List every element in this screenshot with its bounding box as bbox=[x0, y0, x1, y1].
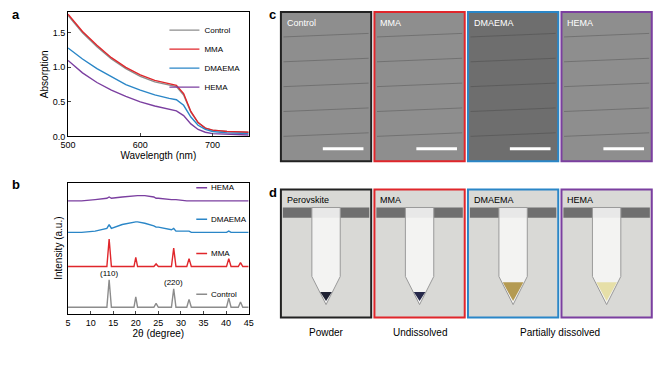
svg-text:1.0: 1.0 bbox=[53, 62, 66, 72]
svg-text:DMAEMA: DMAEMA bbox=[474, 18, 514, 28]
svg-text:HEMA: HEMA bbox=[204, 83, 228, 92]
svg-text:2θ (degree): 2θ (degree) bbox=[132, 328, 184, 339]
svg-text:d: d bbox=[269, 185, 277, 200]
svg-text:Control: Control bbox=[204, 26, 230, 35]
svg-text:35: 35 bbox=[198, 318, 208, 328]
svg-text:DMAEMA: DMAEMA bbox=[474, 195, 514, 205]
svg-text:700: 700 bbox=[205, 140, 220, 150]
svg-text:15: 15 bbox=[108, 318, 118, 328]
svg-text:Powder: Powder bbox=[309, 327, 344, 338]
svg-text:(220): (220) bbox=[164, 278, 183, 287]
svg-text:500: 500 bbox=[61, 140, 76, 150]
svg-text:5: 5 bbox=[66, 318, 71, 328]
svg-text:DMAEMA: DMAEMA bbox=[211, 215, 247, 224]
svg-text:b: b bbox=[12, 177, 20, 192]
svg-text:45: 45 bbox=[244, 318, 254, 328]
svg-text:30: 30 bbox=[176, 318, 186, 328]
svg-text:MMA: MMA bbox=[211, 249, 230, 258]
svg-text:25: 25 bbox=[153, 318, 163, 328]
svg-text:HEMA: HEMA bbox=[567, 195, 593, 205]
svg-text:Absorption: Absorption bbox=[39, 50, 50, 98]
svg-text:Wavelength (nm): Wavelength (nm) bbox=[120, 150, 196, 161]
svg-text:MMA: MMA bbox=[380, 18, 401, 28]
svg-text:0.5: 0.5 bbox=[53, 97, 66, 107]
svg-text:Partially dissolved: Partially dissolved bbox=[520, 327, 600, 338]
svg-text:HEMA: HEMA bbox=[211, 183, 235, 192]
svg-text:40: 40 bbox=[221, 318, 231, 328]
svg-text:0.0: 0.0 bbox=[53, 132, 66, 142]
svg-text:Undissolved: Undissolved bbox=[393, 327, 447, 338]
svg-text:(110): (110) bbox=[100, 269, 118, 278]
svg-text:c: c bbox=[269, 7, 276, 22]
svg-text:20: 20 bbox=[131, 318, 141, 328]
svg-text:HEMA: HEMA bbox=[567, 18, 593, 28]
svg-text:1.5: 1.5 bbox=[53, 28, 66, 38]
svg-text:Control: Control bbox=[211, 290, 237, 299]
svg-text:Control: Control bbox=[287, 18, 316, 28]
svg-text:Intensity (a.u.): Intensity (a.u.) bbox=[53, 216, 64, 279]
svg-text:a: a bbox=[12, 7, 20, 22]
svg-text:600: 600 bbox=[133, 140, 148, 150]
svg-text:MMA: MMA bbox=[204, 45, 223, 54]
svg-text:10: 10 bbox=[86, 318, 96, 328]
svg-text:DMAEMA: DMAEMA bbox=[204, 64, 240, 73]
svg-text:MMA: MMA bbox=[380, 195, 401, 205]
svg-text:Perovskite: Perovskite bbox=[287, 195, 329, 205]
